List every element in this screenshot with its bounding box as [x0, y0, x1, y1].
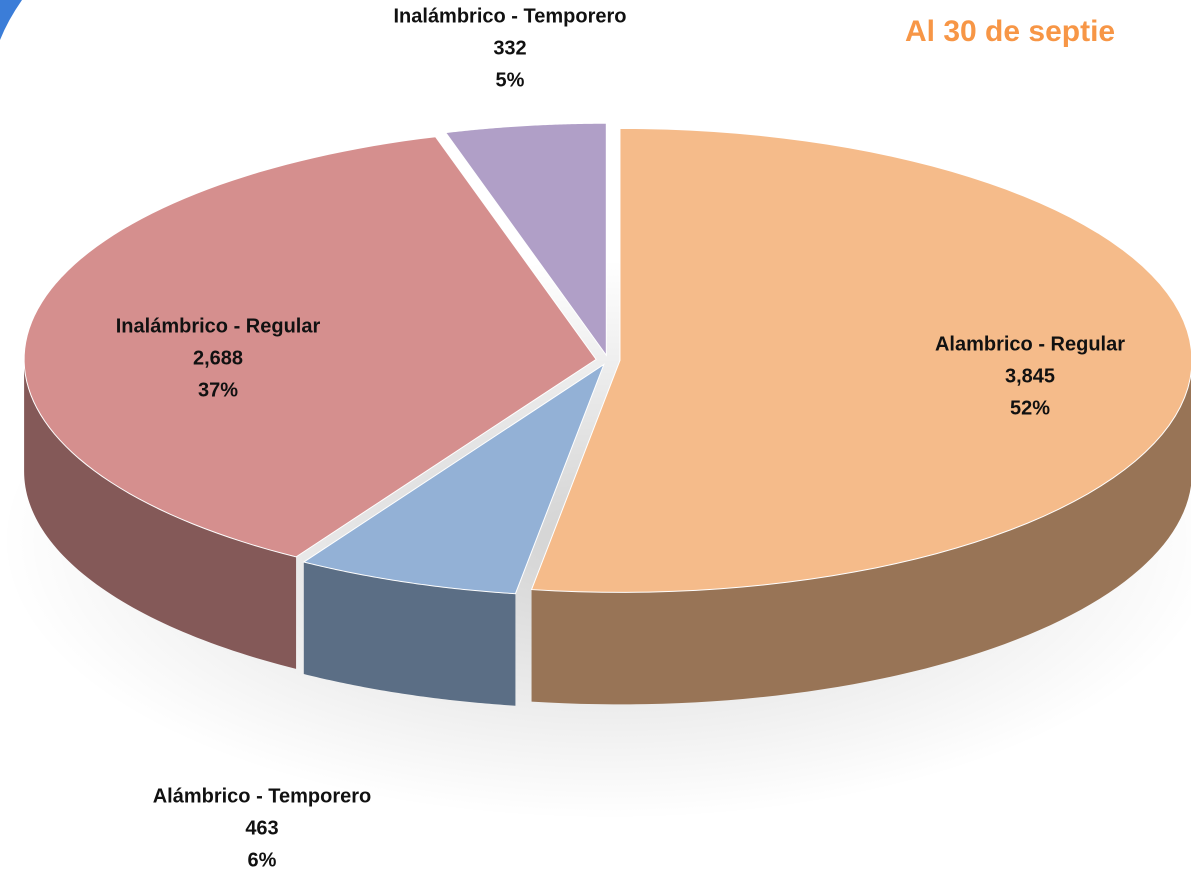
- pie-tops: [23, 122, 1191, 595]
- slice-label: Alambrico - Regular: [935, 333, 1125, 355]
- slice-percent: 52%: [1010, 397, 1050, 419]
- pie-slice: [23, 136, 597, 558]
- slice-percent: 5%: [496, 69, 525, 91]
- slice-side: [303, 562, 516, 706]
- pie-sides: [24, 359, 1191, 706]
- chart-title: Al 30 de septie: [905, 15, 1115, 48]
- slice-value: 2,688: [193, 347, 243, 369]
- slice-side: [24, 359, 297, 669]
- slice-value: 3,845: [1005, 365, 1055, 387]
- pie-slice: [530, 127, 1191, 593]
- slice-label: Inalámbrico - Regular: [116, 315, 321, 337]
- slice-side: [531, 373, 1191, 705]
- corner-decoration: [0, 0, 22, 40]
- slice-value: 332: [493, 37, 526, 59]
- slice-percent: 37%: [198, 379, 238, 401]
- slice-percent: 6%: [248, 849, 277, 871]
- pie-slice: [444, 122, 607, 357]
- slice-label: Inalámbrico - Temporero: [393, 5, 626, 27]
- slice-label: Alámbrico - Temporero: [153, 785, 372, 807]
- pie-slice: [302, 363, 605, 595]
- slice-value: 463: [245, 817, 278, 839]
